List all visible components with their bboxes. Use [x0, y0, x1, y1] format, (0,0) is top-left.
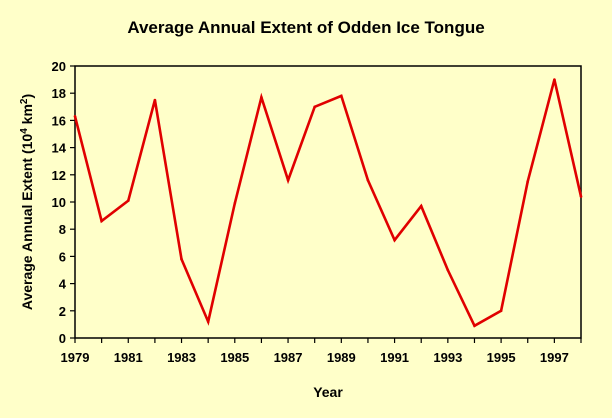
y-axis-ticks: 0 2 4 6 8 10 12 14 16 18 20 [52, 59, 75, 346]
x-tick-label: 1979 [61, 350, 90, 365]
data-point [233, 202, 237, 205]
y-axis-label-main: Average Annual Extent (10 [19, 134, 35, 311]
x-axis-label: Year [313, 384, 343, 400]
x-axis-ticks: 1979 1981 1983 1985 1987 1989 1991 1993 1995 1997 [61, 338, 582, 365]
y-tick-label: 6 [59, 249, 66, 264]
data-point [260, 96, 263, 99]
data-point [100, 219, 103, 223]
data-point [153, 98, 157, 102]
y-tick-label: 2 [59, 304, 66, 319]
x-tick-label: 1995 [487, 350, 516, 365]
chart-title: Average Annual Extent of Odden Ice Tongu… [127, 18, 484, 37]
x-tick-label: 1987 [274, 350, 303, 365]
series-line [73, 79, 583, 328]
y-axis-label-unit: km [19, 104, 35, 128]
data-point [340, 94, 343, 98]
data-point [393, 238, 396, 242]
data-point [499, 309, 503, 313]
y-axis-label-close: ) [19, 94, 35, 99]
data-point [419, 204, 423, 208]
data-point [127, 199, 130, 202]
x-tick-label: 1993 [433, 350, 462, 365]
y-axis-label: Average Annual Extent (104 km2) [19, 94, 36, 310]
data-point [366, 178, 370, 182]
data-point [180, 257, 183, 261]
data-point [526, 180, 529, 183]
data-point [446, 268, 450, 272]
data-point [313, 105, 317, 109]
data-point [553, 78, 556, 81]
data-point [579, 195, 583, 198]
data-point [73, 115, 77, 118]
x-tick-label: 1997 [540, 350, 569, 365]
x-tick-label: 1989 [327, 350, 356, 365]
y-tick-label: 14 [52, 141, 67, 156]
x-tick-label: 1985 [220, 350, 249, 365]
y-tick-label: 16 [52, 113, 66, 128]
x-tick-label: 1981 [114, 350, 143, 365]
x-tick-label: 1983 [167, 350, 196, 365]
y-axis-label-exp1: 4 [19, 128, 30, 134]
data-point [473, 324, 476, 328]
y-tick-label: 4 [59, 277, 67, 292]
data-point [206, 320, 210, 324]
y-tick-label: 0 [59, 331, 66, 346]
y-axis-label-exp2: 2 [19, 98, 30, 104]
x-tick-label: 1991 [380, 350, 409, 365]
y-tick-label: 20 [52, 59, 66, 74]
y-tick-label: 12 [52, 168, 66, 183]
series-layer [73, 78, 583, 328]
y-tick-label: 10 [52, 195, 66, 210]
data-point [286, 178, 290, 182]
y-tick-label: 8 [59, 222, 66, 237]
y-tick-label: 18 [52, 86, 66, 101]
